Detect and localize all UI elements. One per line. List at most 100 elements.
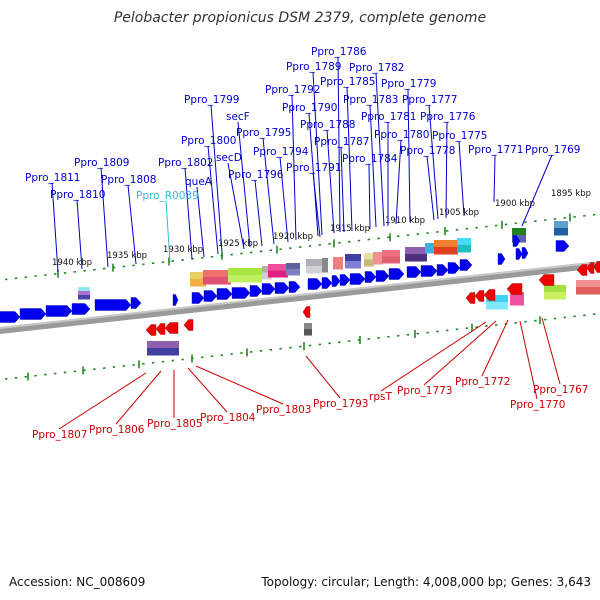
cog-box bbox=[78, 295, 90, 300]
forward-gene-label: Ppro_1808 bbox=[101, 174, 156, 186]
cog-box bbox=[554, 221, 568, 229]
reverse-gene-label: Ppro_1767 bbox=[533, 384, 588, 396]
cog-box bbox=[512, 228, 526, 236]
forward-gene bbox=[521, 247, 529, 259]
forward-gene bbox=[388, 268, 405, 280]
forward-gene-label: Ppro_1794 bbox=[253, 146, 309, 158]
cog-box bbox=[306, 259, 322, 267]
forward-gene-label: Ppro_1785 bbox=[320, 76, 375, 88]
kbp-label: 1905 kbp bbox=[439, 208, 479, 218]
label-leader bbox=[346, 86, 353, 232]
kbp-label: 1940 kbp bbox=[52, 258, 92, 268]
label-leader bbox=[340, 146, 345, 233]
label-leader bbox=[395, 139, 402, 225]
label-leader bbox=[428, 104, 439, 220]
forward-gene bbox=[261, 283, 276, 295]
label-leader bbox=[423, 320, 497, 386]
cog-box bbox=[333, 257, 343, 270]
gene-labels: Ppro_1811Ppro_1810Ppro_1809Ppro_1808Ppro… bbox=[25, 46, 588, 441]
cog-box bbox=[203, 277, 231, 285]
forward-gene bbox=[307, 278, 323, 290]
reverse-gene-label: Ppro_1793 bbox=[313, 398, 368, 410]
reverse-gene-label: Ppro_1773 bbox=[397, 385, 452, 397]
label-leader bbox=[369, 104, 377, 228]
reverse-gene bbox=[145, 324, 157, 336]
cog-box bbox=[434, 247, 458, 255]
reverse-gene bbox=[183, 319, 194, 331]
forward-gene bbox=[45, 305, 73, 317]
map-title: Pelobacter propionicus DSM 2379, complet… bbox=[114, 10, 486, 26]
summary-text: Topology: circular; Length: 4,008,000 bp… bbox=[260, 575, 591, 589]
label-leader bbox=[375, 72, 385, 227]
forward-gene bbox=[447, 262, 461, 274]
cog-box bbox=[345, 254, 361, 262]
label-leader bbox=[305, 355, 341, 399]
forward-gene bbox=[497, 253, 506, 265]
cog-box bbox=[304, 323, 312, 330]
label-leader bbox=[76, 199, 83, 270]
forward-gene-label: Ppro_1784 bbox=[342, 153, 398, 165]
label-leader bbox=[291, 94, 297, 241]
forward-gene bbox=[288, 281, 301, 293]
kbp-scale: 1940 kbp 1935 kbp 1930 kbp 1925 kbp 1920 kbp… bbox=[52, 189, 591, 268]
kbp-label: 1935 kbp bbox=[107, 251, 147, 261]
reverse-gene bbox=[593, 261, 600, 273]
cog-box bbox=[554, 228, 568, 236]
reverse-gene bbox=[538, 274, 555, 286]
forward-gene-label: Ppro_1769 bbox=[525, 144, 580, 156]
forward-gene bbox=[249, 285, 263, 297]
label-leader bbox=[100, 167, 109, 268]
forward-gene-label: Ppro_1779 bbox=[381, 78, 436, 90]
cog-box bbox=[228, 268, 262, 276]
cog-box bbox=[434, 240, 458, 248]
cog-box bbox=[286, 263, 300, 270]
reverse-gene-label: Ppro_1772 bbox=[455, 376, 510, 388]
forward-gene-label: Ppro_1777 bbox=[402, 94, 457, 106]
kbp-label: 1910 kbp bbox=[385, 216, 425, 226]
forward-gene-label: Ppro_1782 bbox=[349, 62, 404, 74]
reverse-gene bbox=[586, 262, 595, 274]
cog-box bbox=[78, 291, 90, 296]
cog-box bbox=[228, 275, 262, 283]
label-leader bbox=[165, 200, 171, 263]
cog-box bbox=[268, 264, 288, 271]
reverse-gene-label: Ppro_1805 bbox=[147, 418, 202, 430]
label-leader bbox=[51, 182, 59, 273]
cog-boxes bbox=[78, 221, 600, 356]
reverse-gene bbox=[576, 264, 588, 276]
cog-box bbox=[322, 258, 328, 273]
accession-text: Accession: NC_008609 bbox=[9, 575, 145, 589]
reverse-gene-label: Ppro_1770 bbox=[510, 399, 565, 411]
forward-gene bbox=[191, 292, 205, 304]
forward-gene bbox=[130, 297, 142, 309]
forward-gene bbox=[339, 274, 351, 286]
cog-box bbox=[382, 256, 400, 264]
reverse-gene bbox=[465, 292, 476, 304]
forward-gene bbox=[19, 308, 47, 320]
label-leader bbox=[237, 121, 251, 248]
forward-gene bbox=[349, 273, 366, 285]
cog-box bbox=[190, 279, 206, 287]
forward-gene-label: Ppro_1778 bbox=[400, 145, 455, 157]
label-leader bbox=[207, 145, 219, 255]
reverse-genes bbox=[145, 261, 600, 336]
label-leader bbox=[426, 155, 435, 221]
kbp-label: 1915 kbp bbox=[330, 224, 370, 234]
label-leader bbox=[254, 179, 263, 247]
forward-gene-label: secF bbox=[226, 111, 250, 123]
cog-box bbox=[544, 285, 566, 293]
label-leader bbox=[210, 104, 223, 253]
reverse-gene-label: Ppro_1807 bbox=[32, 429, 87, 441]
forward-gene bbox=[420, 265, 438, 277]
label-leader bbox=[187, 367, 228, 413]
reverse-gene bbox=[164, 322, 179, 334]
label-leader bbox=[196, 186, 205, 258]
forward-gene bbox=[555, 240, 570, 252]
cog-box bbox=[286, 269, 300, 276]
forward-gene bbox=[459, 259, 473, 271]
reverse-gene bbox=[474, 290, 485, 302]
label-leader bbox=[380, 321, 487, 392]
backbone-highlight bbox=[0, 261, 600, 329]
label-leader bbox=[493, 154, 496, 203]
